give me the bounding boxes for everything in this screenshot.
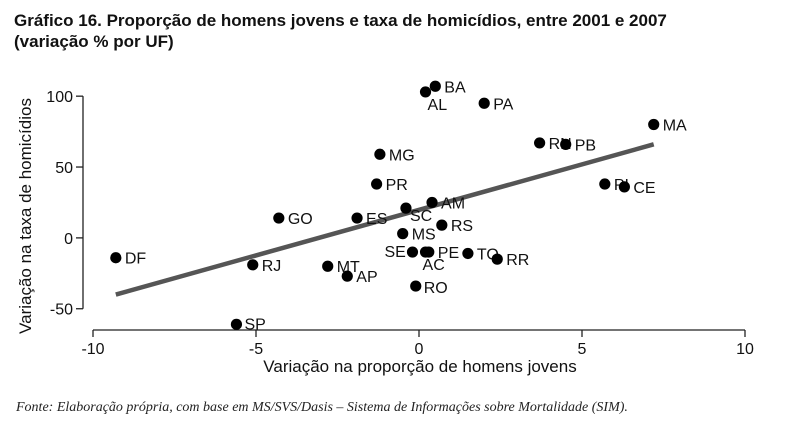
- point-ms: [397, 228, 409, 240]
- point-ap: [341, 270, 353, 282]
- point-label-ac: AC: [423, 257, 445, 274]
- chart-title: Gráfico 16. Proporção de homens jovens e…: [14, 10, 784, 52]
- point-ac: [419, 246, 432, 258]
- point-label-mg: MG: [389, 147, 415, 164]
- y-tick-label: 50: [55, 160, 73, 177]
- point-rs: [436, 219, 448, 231]
- point-label-pa: PA: [493, 96, 513, 113]
- x-tick-label: 0: [415, 341, 424, 358]
- point-rr: [491, 253, 503, 265]
- trendline-group: [115, 142, 655, 297]
- point-label-df: DF: [125, 251, 147, 268]
- point-mg: [374, 148, 386, 160]
- trendline: [115, 142, 655, 297]
- point-go: [273, 212, 285, 224]
- point-label-am: AM: [441, 195, 465, 212]
- point-to: [462, 247, 474, 260]
- point-label-se: SE: [384, 244, 405, 261]
- y-axis-title: Variação na taxa de homicídios: [16, 98, 35, 334]
- point-pa: [478, 97, 490, 109]
- chart-title-line2: (variação % por UF): [14, 32, 174, 51]
- point-rj: [247, 259, 259, 271]
- point-ro: [410, 280, 422, 292]
- y-tick-label: -50: [50, 302, 73, 319]
- point-ba: [429, 80, 441, 92]
- point-label-rj: RJ: [262, 258, 282, 275]
- point-label-pe: PE: [438, 245, 459, 262]
- point-label-es: ES: [366, 211, 387, 228]
- point-label-go: GO: [288, 211, 313, 228]
- point-rn: [534, 137, 546, 149]
- point-se: [406, 246, 419, 258]
- point-label-ba: BA: [444, 79, 466, 96]
- point-am: [426, 196, 438, 209]
- point-label-sp: SP: [244, 316, 265, 333]
- x-tick-label: -5: [249, 341, 263, 358]
- data-points: BAALPAMARNPBMGPICEPRAMSCGOESRSMSSEPETOAC…: [110, 79, 687, 333]
- point-label-ro: RO: [424, 280, 448, 297]
- x-tick-label: -10: [81, 341, 104, 358]
- point-sc: [400, 202, 412, 214]
- point-pi: [599, 178, 611, 190]
- point-ma: [648, 118, 660, 131]
- point-df: [110, 252, 122, 264]
- point-ce: [618, 181, 630, 193]
- point-label-ma: MA: [663, 118, 687, 135]
- y-tick-label: 0: [64, 231, 73, 248]
- point-label-sc: SC: [410, 208, 432, 225]
- chart-title-line1: Gráfico 16. Proporção de homens jovens e…: [14, 11, 667, 30]
- point-label-ap: AP: [356, 269, 377, 286]
- point-label-mt: MT: [337, 259, 360, 276]
- point-sp: [230, 318, 243, 330]
- point-label-ce: CE: [633, 180, 655, 197]
- point-mt: [322, 260, 334, 272]
- point-pr: [371, 178, 383, 190]
- point-es: [351, 212, 363, 224]
- source-note: Fonte: Elaboração própria, com base em M…: [16, 400, 628, 415]
- y-tick-label: 100: [46, 89, 73, 106]
- point-pb: [560, 138, 572, 150]
- point-label-ms: MS: [412, 227, 436, 244]
- point-label-rs: RS: [451, 218, 473, 235]
- x-tick-label: 10: [736, 341, 754, 358]
- point-label-al: AL: [428, 97, 448, 114]
- x-axis-title: Variação na proporção de homens jovens: [263, 357, 576, 376]
- point-al: [419, 86, 432, 98]
- x-tick-label: 5: [578, 341, 587, 358]
- point-label-rr: RR: [506, 252, 529, 269]
- point-label-pr: PR: [386, 177, 408, 194]
- point-label-pb: PB: [575, 137, 596, 154]
